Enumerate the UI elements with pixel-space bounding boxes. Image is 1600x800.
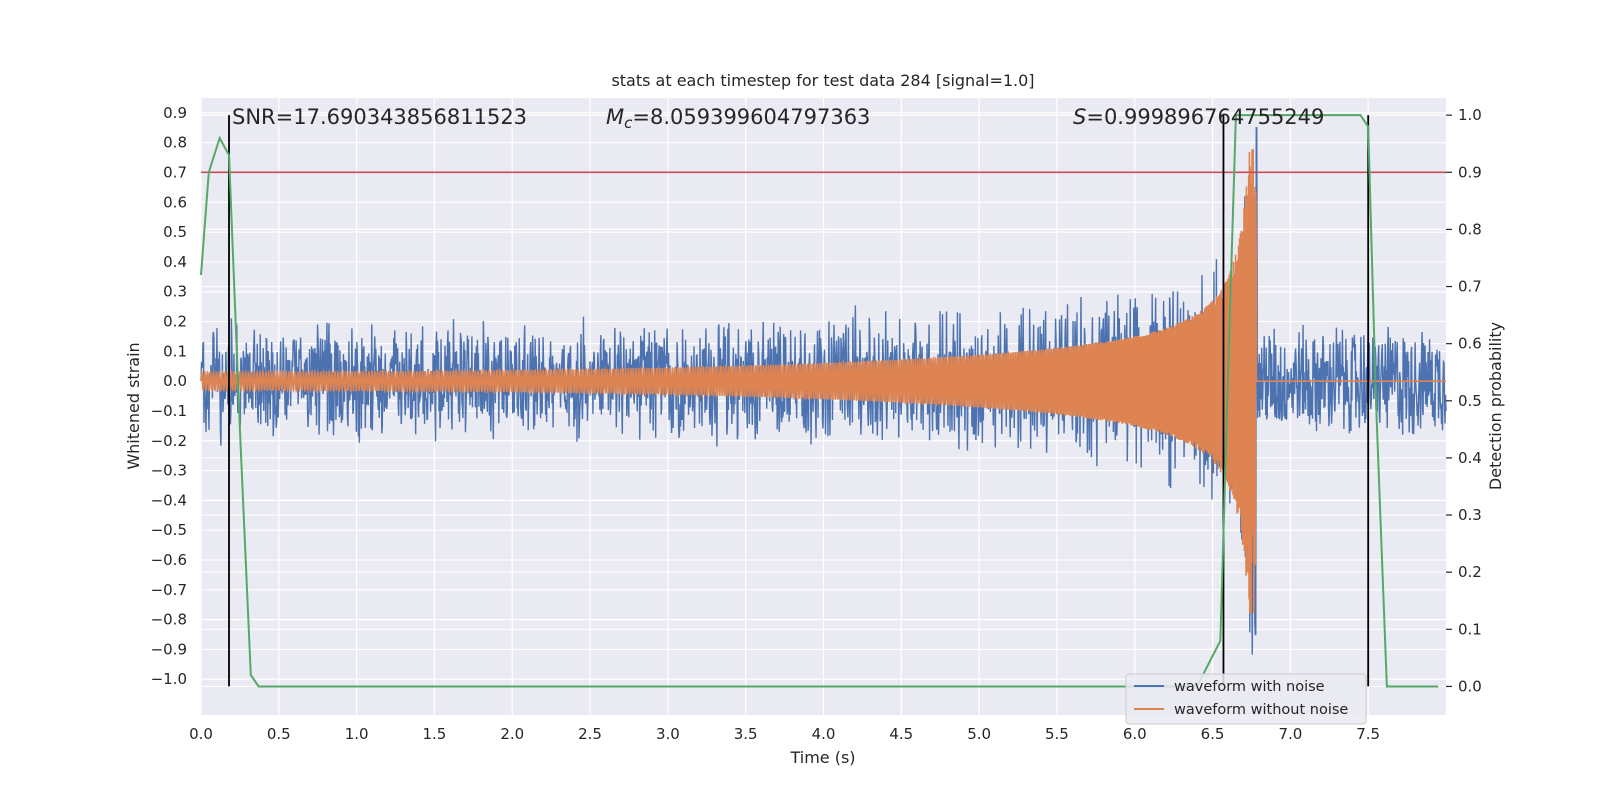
x-axis-label: Time (s)	[789, 748, 855, 767]
legend: waveform with noise waveform without noi…	[1125, 673, 1367, 725]
x-tick-label: 5.5	[1045, 725, 1069, 743]
y2-tick-label: 0.6	[1458, 335, 1482, 353]
y-tick-label: −0.5	[151, 521, 187, 539]
y-tick-label: 0.8	[163, 134, 187, 152]
annotation-chirp-mass-symbol: M	[606, 105, 624, 129]
x-tick-label: 3.5	[734, 725, 758, 743]
series-waveform-without-noise	[200, 149, 1446, 614]
y-tick-label: 0.2	[163, 313, 187, 331]
annotation-score: S=0.999896764755249	[1073, 105, 1324, 129]
annotation-chirp-mass-value: =8.059399604797363	[632, 105, 870, 129]
y-tick-label: 0.1	[163, 342, 187, 360]
y-tick-label: 0.6	[163, 193, 187, 211]
chart-title: stats at each timestep for test data 284…	[611, 71, 1034, 90]
x-tick-label: 1.5	[423, 725, 447, 743]
annotation-chirp-mass-subscript: c	[624, 114, 633, 132]
y-axis-ticks: 0.9 0.8 0.7 0.6 0.5 0.4 0.3 0.2 0.1 0.0 −0.1 −0.2 −0…	[151, 104, 187, 688]
y2-axis-label: Detection probability	[1486, 322, 1505, 490]
y-tick-label: −0.4	[151, 491, 187, 509]
y-tick-label: −0.3	[151, 462, 187, 480]
y-tick-label: 0.7	[163, 164, 187, 182]
x-tick-label: 7.0	[1278, 725, 1302, 743]
y-tick-label: −0.9	[151, 640, 187, 658]
y-tick-label: 0.5	[163, 223, 187, 241]
annotation-chirp-mass: Mc=8.059399604797363	[606, 105, 870, 132]
y2-tick-label: 0.0	[1458, 677, 1482, 695]
y-tick-label: −0.7	[151, 581, 187, 599]
x-tick-label: 6.0	[1123, 725, 1147, 743]
y2-tick-label: 0.2	[1458, 563, 1482, 581]
x-axis-ticks: 0.0 0.5 1.0 1.5 2.0 2.5 3.0 3.5 4.0 4.5 5.0 5.5 6.0 6…	[189, 725, 1380, 743]
y-axis-label: Whitened strain	[124, 342, 143, 469]
y-tick-label: −1.0	[151, 670, 187, 688]
x-tick-label: 0.0	[189, 725, 213, 743]
x-tick-label: 2.0	[500, 725, 524, 743]
y-tick-label: 0.4	[163, 253, 187, 271]
y2-tick-label: 0.9	[1458, 163, 1482, 181]
y-tick-label: 0.0	[163, 372, 187, 390]
x-tick-label: 4.0	[812, 725, 836, 743]
y-tick-label: 0.3	[163, 283, 187, 301]
x-tick-label: 1.0	[345, 725, 369, 743]
y2-tick-label: 0.1	[1458, 620, 1482, 638]
y2-tick-label: 0.7	[1458, 278, 1482, 296]
x-tick-label: 6.5	[1201, 725, 1225, 743]
y-tick-label: −0.8	[151, 611, 187, 629]
y2-tick-label: 0.8	[1458, 220, 1482, 238]
x-tick-label: 0.5	[267, 725, 291, 743]
x-tick-label: 2.5	[578, 725, 602, 743]
line-waveform-without-noise	[200, 149, 1446, 614]
y2-axis-ticks: 1.0 0.9 0.8 0.7 0.6 0.5 0.4 0.3 0.2 0.1 0.0	[1446, 106, 1482, 695]
y-tick-label: −0.1	[151, 402, 187, 420]
legend-label-waveform-with-noise: waveform with noise	[1174, 679, 1325, 695]
y-tick-label: −0.2	[151, 432, 187, 450]
line-detection-probability	[200, 114, 1439, 688]
y-tick-label: −0.6	[151, 551, 187, 569]
x-tick-label: 3.0	[656, 725, 680, 743]
x-tick-label: 7.5	[1356, 725, 1380, 743]
annotation-score-symbol: S	[1073, 105, 1086, 129]
y-tick-label: 0.9	[163, 104, 187, 122]
annotation-score-value: =0.999896764755249	[1086, 105, 1324, 129]
vertical-marker-lines	[228, 115, 1370, 687]
y2-tick-label: 0.5	[1458, 392, 1482, 410]
annotation-snr: SNR=17.690343856811523	[232, 105, 527, 129]
y2-tick-label: 0.3	[1458, 506, 1482, 524]
y2-tick-label: 1.0	[1458, 106, 1482, 124]
x-tick-label: 4.5	[889, 725, 913, 743]
series-detection-probability	[200, 114, 1439, 688]
y2-tick-label: 0.4	[1458, 449, 1482, 467]
legend-box	[1125, 673, 1367, 725]
x-tick-label: 5.0	[967, 725, 991, 743]
legend-label-waveform-without-noise: waveform without noise	[1174, 702, 1348, 718]
